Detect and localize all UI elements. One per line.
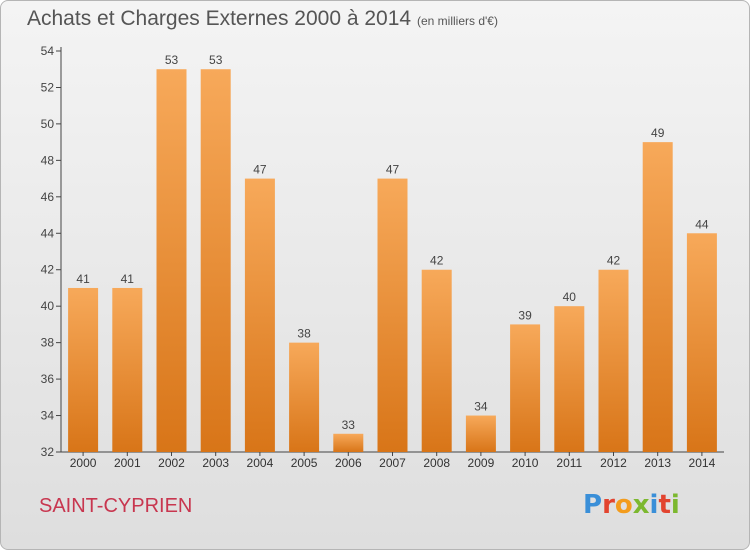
- data-label: 47: [253, 163, 267, 177]
- data-label: 41: [121, 272, 135, 286]
- logo-letter: i: [649, 490, 659, 520]
- bar: [377, 178, 408, 452]
- x-tick-label: 2005: [291, 456, 318, 470]
- bar: [156, 69, 187, 453]
- data-label: 41: [76, 272, 90, 286]
- data-label: 42: [430, 254, 444, 268]
- bar: [598, 269, 629, 452]
- data-label: 47: [386, 163, 400, 177]
- data-label: 53: [209, 53, 223, 67]
- data-label: 53: [165, 53, 179, 67]
- city-name: SAINT-CYPRIEN: [39, 495, 193, 517]
- data-label: 42: [607, 254, 621, 268]
- chart-title: Achats et Charges Externes 2000 à 2014: [27, 7, 412, 30]
- x-tick-label: 2011: [556, 456, 582, 470]
- bar: [642, 142, 673, 453]
- bar: [554, 306, 585, 452]
- y-tick-label: 54: [41, 44, 55, 58]
- y-tick-label: 40: [41, 299, 55, 313]
- x-tick-label: 2007: [379, 456, 406, 470]
- y-tick-label: 50: [41, 117, 55, 131]
- bar: [465, 415, 496, 452]
- y-tick-label: 44: [41, 226, 55, 240]
- proxiti-logo: Proxiti: [583, 490, 680, 520]
- data-label: 38: [297, 327, 311, 341]
- data-label: 33: [342, 418, 356, 432]
- y-tick-label: 38: [41, 336, 55, 350]
- data-label: 34: [474, 400, 488, 414]
- y-tick-label: 36: [41, 372, 55, 386]
- data-label: 40: [563, 290, 577, 304]
- y-tick-label: 52: [41, 80, 55, 94]
- logo-letter: x: [632, 490, 650, 520]
- y-tick-label: 42: [41, 263, 55, 277]
- x-tick-label: 2002: [158, 456, 185, 470]
- x-tick-label: 2012: [600, 456, 627, 470]
- y-tick-label: 32: [41, 445, 55, 459]
- bar: [333, 433, 364, 452]
- logo-letter: t: [658, 490, 671, 520]
- bar: [200, 69, 231, 453]
- bar: [289, 342, 320, 452]
- bar: [421, 269, 452, 452]
- data-label: 39: [518, 308, 532, 322]
- y-tick-label: 48: [41, 153, 55, 167]
- logo-letter: P: [583, 490, 603, 520]
- logo-letter: o: [614, 490, 633, 520]
- data-label: 44: [695, 217, 709, 231]
- bar: [244, 178, 275, 452]
- bar: [68, 287, 99, 452]
- data-label: 49: [651, 126, 665, 140]
- x-tick-label: 2010: [512, 456, 539, 470]
- x-tick-label: 2013: [644, 456, 671, 470]
- logo-letter: i: [670, 490, 680, 520]
- x-tick-label: 2003: [202, 456, 229, 470]
- x-tick-label: 2008: [423, 456, 450, 470]
- y-tick-label: 34: [41, 409, 55, 423]
- bar: [686, 233, 717, 452]
- x-tick-label: 2014: [689, 456, 716, 470]
- chart-subtitle: (en milliers d'€): [417, 14, 498, 28]
- x-tick-label: 2000: [70, 456, 97, 470]
- logo-letter: r: [602, 490, 615, 520]
- bar: [112, 287, 143, 452]
- y-tick-label: 46: [41, 190, 55, 204]
- bar: [510, 324, 541, 452]
- x-tick-label: 2004: [247, 456, 274, 470]
- x-tick-label: 2009: [468, 456, 495, 470]
- x-tick-label: 2006: [335, 456, 362, 470]
- x-tick-label: 2001: [114, 456, 141, 470]
